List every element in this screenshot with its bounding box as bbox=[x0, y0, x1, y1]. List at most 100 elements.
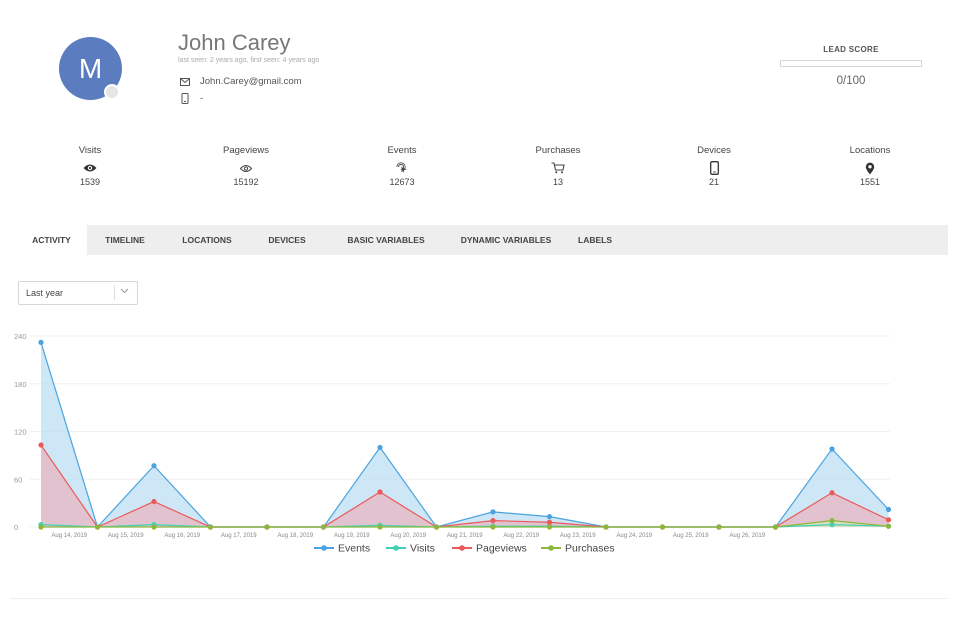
point-pageviews[interactable] bbox=[546, 519, 553, 525]
legend-item-purchases[interactable]: Purchases bbox=[541, 543, 615, 555]
stat-label: Purchases bbox=[535, 145, 581, 156]
y-tick-label: 0 bbox=[14, 523, 18, 532]
x-tick-label: Aug 24, 2019 bbox=[616, 533, 652, 539]
point-purchases[interactable] bbox=[151, 524, 157, 530]
legend-item-visits[interactable]: Visits bbox=[386, 543, 435, 555]
period-select[interactable]: Last year bbox=[18, 281, 138, 305]
avatar-initial: M bbox=[78, 52, 103, 84]
phone-row: - bbox=[180, 93, 203, 104]
point-pageviews[interactable] bbox=[490, 518, 496, 524]
point-pageviews[interactable] bbox=[151, 498, 157, 505]
point-purchases[interactable] bbox=[829, 518, 835, 524]
stat-devices: Devices 21 bbox=[654, 145, 774, 187]
legend-label: Pageviews bbox=[476, 543, 527, 555]
eye-outline-icon bbox=[240, 164, 252, 172]
eye-icon bbox=[83, 164, 97, 172]
stat-label: Events bbox=[387, 145, 417, 156]
legend-label: Visits bbox=[410, 543, 435, 555]
x-tick-label: Aug 25, 2019 bbox=[673, 533, 709, 539]
point-events[interactable] bbox=[490, 509, 496, 515]
point-pageviews[interactable] bbox=[377, 489, 383, 495]
point-pageviews[interactable] bbox=[829, 490, 835, 496]
legend-item-events[interactable]: Events bbox=[314, 543, 370, 555]
y-tick-label: 120 bbox=[14, 428, 27, 437]
stat-value: 1539 bbox=[79, 177, 101, 187]
point-events[interactable] bbox=[38, 339, 44, 345]
stat-pageviews: Pageviews 15192 bbox=[186, 145, 306, 187]
stat-locations: Locations 1551 bbox=[810, 145, 930, 187]
point-purchases[interactable] bbox=[659, 524, 666, 530]
stat-events: Events 12673 bbox=[342, 145, 462, 187]
x-tick-label: Aug 19, 2019 bbox=[334, 533, 370, 539]
point-purchases[interactable] bbox=[490, 524, 496, 530]
x-tick-label: Aug 15, 2019 bbox=[108, 533, 144, 539]
x-tick-label: Aug 22, 2019 bbox=[503, 533, 539, 539]
lead-score-bar bbox=[780, 60, 922, 67]
tab-dynamic-variables[interactable]: DYNAMIC VARIABLES bbox=[460, 235, 552, 245]
avatar: M bbox=[59, 37, 122, 100]
x-tick-label: Aug 17, 2019 bbox=[221, 533, 257, 539]
x-tick-label: Aug 21, 2019 bbox=[447, 533, 483, 539]
phone-value: - bbox=[200, 93, 204, 104]
stat-label: Devices bbox=[697, 145, 731, 156]
x-tick-label: Aug 16, 2019 bbox=[164, 533, 200, 539]
tab-devices[interactable]: DEVICES bbox=[268, 235, 306, 245]
stat-purchases: Purchases 13 bbox=[498, 145, 618, 187]
stat-visits: Visits 1539 bbox=[30, 145, 150, 187]
legend-item-pageviews[interactable]: Pageviews bbox=[452, 543, 527, 555]
x-tick-label: Aug 14, 2019 bbox=[51, 533, 87, 539]
y-tick-label: 240 bbox=[14, 332, 27, 341]
stat-value: 15192 bbox=[233, 177, 259, 187]
point-purchases[interactable] bbox=[207, 524, 214, 530]
user-name: John Carey bbox=[178, 30, 291, 55]
point-visits[interactable] bbox=[829, 522, 835, 528]
point-events[interactable] bbox=[885, 506, 892, 513]
x-tick-label: Aug 18, 2019 bbox=[277, 533, 313, 539]
point-purchases[interactable] bbox=[94, 524, 101, 530]
point-events[interactable] bbox=[377, 444, 383, 451]
point-pageviews[interactable] bbox=[38, 442, 44, 448]
point-events[interactable] bbox=[151, 463, 157, 469]
stat-label: Locations bbox=[849, 145, 891, 156]
point-purchases[interactable] bbox=[546, 524, 553, 530]
y-tick-label: 60 bbox=[14, 475, 22, 484]
x-tick-label: Aug 20, 2019 bbox=[390, 533, 426, 539]
click-icon bbox=[396, 162, 407, 173]
tab-activity[interactable]: ACTIVITY bbox=[16, 225, 87, 255]
point-purchases[interactable] bbox=[320, 524, 327, 530]
point-events[interactable] bbox=[546, 514, 553, 520]
tab-labels[interactable]: LABELS bbox=[578, 235, 612, 245]
mail-icon bbox=[180, 77, 190, 86]
presence-dot bbox=[104, 84, 120, 100]
tab-basic-variables[interactable]: BASIC VARIABLES bbox=[347, 235, 425, 245]
stat-label: Pageviews bbox=[223, 145, 269, 156]
stat-label: Visits bbox=[78, 145, 102, 156]
point-purchases[interactable] bbox=[716, 524, 722, 530]
x-tick-label: Aug 26, 2019 bbox=[729, 533, 765, 539]
point-purchases[interactable] bbox=[38, 524, 44, 530]
point-purchases[interactable] bbox=[377, 524, 383, 530]
stat-value: 1551 bbox=[859, 177, 881, 187]
mobile-icon bbox=[181, 93, 189, 104]
x-tick-label: Aug 23, 2019 bbox=[560, 533, 596, 539]
stat-value: 13 bbox=[552, 177, 563, 187]
footer-divider bbox=[10, 598, 948, 599]
stat-value: 21 bbox=[708, 177, 719, 187]
point-purchases[interactable] bbox=[885, 523, 892, 529]
lead-score-value: 0/100 bbox=[836, 75, 866, 87]
point-events[interactable] bbox=[829, 446, 835, 452]
tab-locations[interactable]: LOCATIONS bbox=[182, 235, 232, 245]
cart-icon bbox=[551, 162, 565, 174]
period-select-value: Last year bbox=[26, 288, 64, 298]
phone-icon bbox=[709, 161, 719, 175]
point-purchases[interactable] bbox=[603, 524, 609, 530]
point-pageviews[interactable] bbox=[885, 517, 892, 523]
point-purchases[interactable] bbox=[264, 524, 270, 530]
legend-label: Events bbox=[338, 543, 370, 555]
point-purchases[interactable] bbox=[433, 524, 440, 530]
tab-timeline[interactable]: TIMELINE bbox=[105, 235, 145, 245]
chevron-down-icon bbox=[120, 288, 129, 294]
stat-value: 12673 bbox=[389, 177, 415, 187]
email-value[interactable]: John.Carey@gmail.com bbox=[200, 76, 302, 87]
point-purchases[interactable] bbox=[772, 524, 779, 530]
